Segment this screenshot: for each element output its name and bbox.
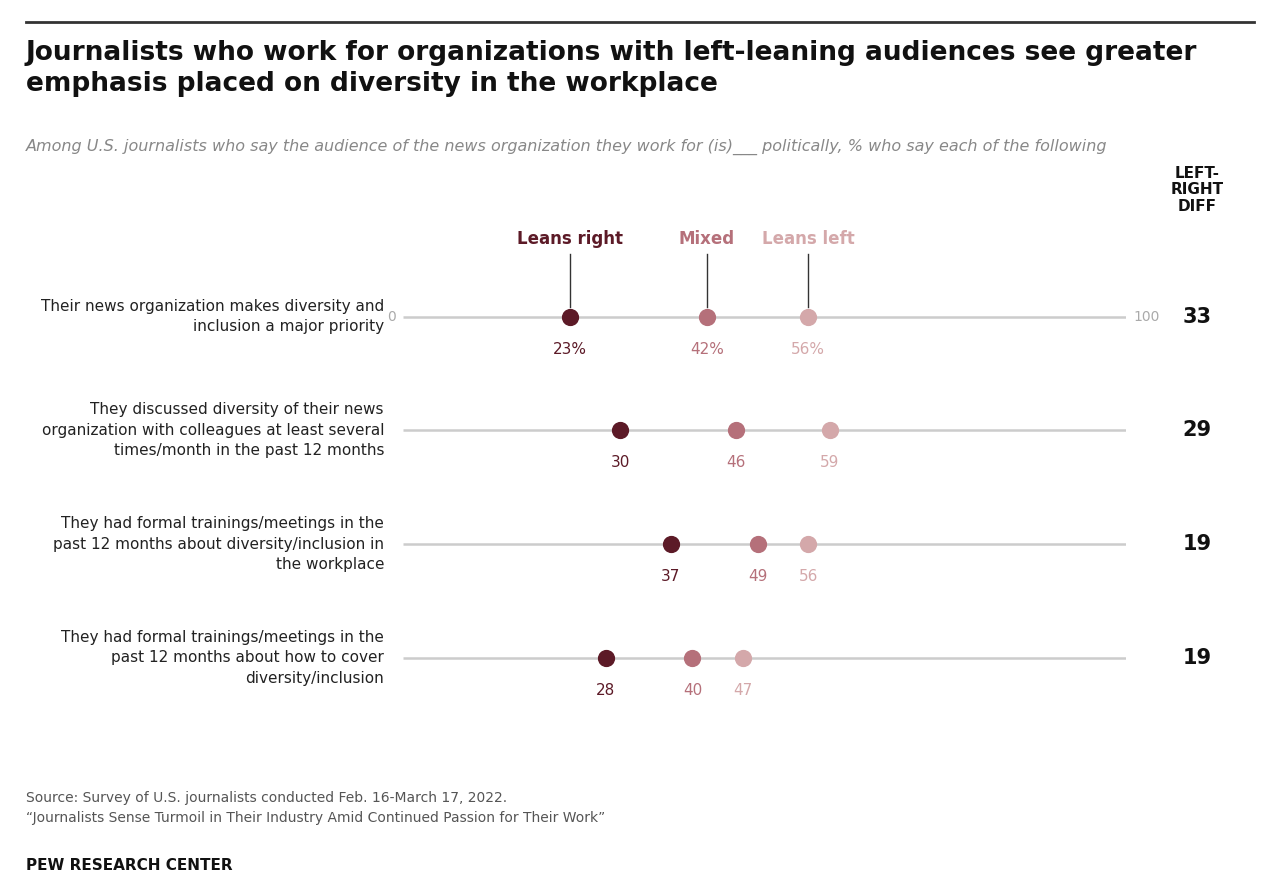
Text: 56%: 56% <box>791 342 826 357</box>
Text: Mixed: Mixed <box>678 231 735 249</box>
Point <box>797 309 818 324</box>
Point <box>609 423 630 437</box>
Point <box>726 423 746 437</box>
Text: Leans left: Leans left <box>762 231 855 249</box>
Point <box>660 537 681 552</box>
Text: 37: 37 <box>660 569 681 584</box>
Point <box>797 537 818 552</box>
Text: They had formal trainings/meetings in the
past 12 months about diversity/inclusi: They had formal trainings/meetings in th… <box>52 516 384 572</box>
Text: 29: 29 <box>1183 420 1211 441</box>
Point <box>819 423 840 437</box>
Text: 46: 46 <box>726 455 745 470</box>
Text: 47: 47 <box>733 683 753 698</box>
Text: Their news organization makes diversity and
inclusion a major priority: Their news organization makes diversity … <box>41 299 384 334</box>
Text: 19: 19 <box>1183 648 1211 668</box>
Text: 56: 56 <box>799 569 818 584</box>
Text: 33: 33 <box>1183 307 1211 326</box>
Text: 30: 30 <box>611 455 630 470</box>
Text: 49: 49 <box>748 569 767 584</box>
Text: 42%: 42% <box>690 342 724 357</box>
Text: 19: 19 <box>1183 534 1211 554</box>
Point <box>559 309 580 324</box>
Text: 59: 59 <box>820 455 840 470</box>
Text: They had formal trainings/meetings in the
past 12 months about how to cover
dive: They had formal trainings/meetings in th… <box>61 630 384 686</box>
Text: 23%: 23% <box>553 342 586 357</box>
Text: They discussed diversity of their news
organization with colleagues at least sev: They discussed diversity of their news o… <box>41 402 384 459</box>
Text: Journalists who work for organizations with left-leaning audiences see greater
e: Journalists who work for organizations w… <box>26 40 1197 97</box>
Text: 100: 100 <box>1134 309 1160 324</box>
Text: 28: 28 <box>596 683 616 698</box>
Point <box>733 651 754 665</box>
Text: Leans right: Leans right <box>517 231 622 249</box>
Point <box>696 309 717 324</box>
Text: Source: Survey of U.S. journalists conducted Feb. 16-March 17, 2022.
“Journalist: Source: Survey of U.S. journalists condu… <box>26 791 605 824</box>
Text: Among U.S. journalists who say the audience of the news organization they work f: Among U.S. journalists who say the audie… <box>26 139 1107 155</box>
Text: PEW RESEARCH CENTER: PEW RESEARCH CENTER <box>26 858 232 873</box>
Point <box>748 537 768 552</box>
Text: 0: 0 <box>388 309 396 324</box>
Text: 40: 40 <box>682 683 703 698</box>
Text: LEFT-
RIGHT
DIFF: LEFT- RIGHT DIFF <box>1170 165 1224 215</box>
Point <box>682 651 703 665</box>
Point <box>595 651 616 665</box>
